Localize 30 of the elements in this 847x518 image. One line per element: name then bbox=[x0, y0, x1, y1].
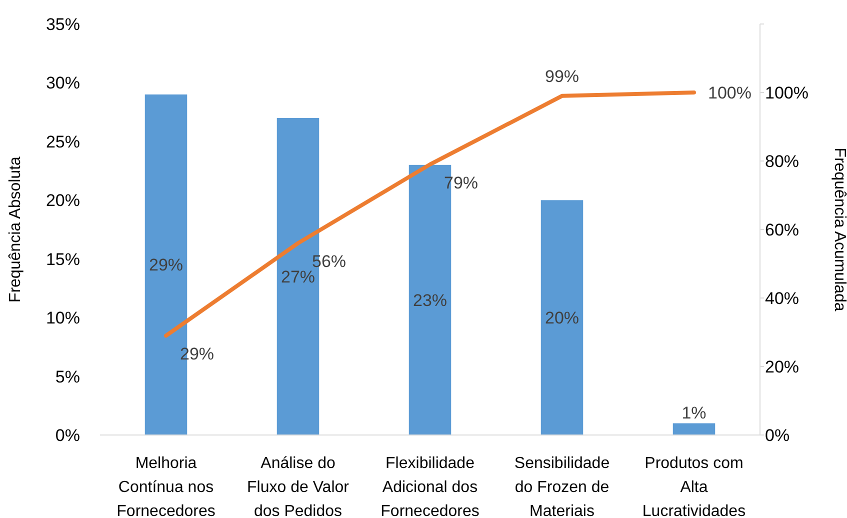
y2-tick-label: 20% bbox=[765, 358, 800, 376]
data-label: 99% bbox=[544, 66, 580, 86]
data-label: 23% bbox=[412, 290, 448, 310]
y-tick-label: 10% bbox=[46, 308, 80, 328]
y-tick-label: 30% bbox=[46, 74, 80, 93]
x-tick-label: Flexibilidade Adicional dos Fornecedores bbox=[380, 455, 480, 518]
y2-tick-label: 40% bbox=[765, 289, 800, 308]
y2-tick-label: 100% bbox=[765, 84, 808, 102]
y2-axis-title: Frequência Acumulada bbox=[831, 148, 847, 312]
y-tick-label: 5% bbox=[55, 367, 80, 386]
y2-tick-label: 80% bbox=[765, 152, 800, 171]
x-tick-label: Sensibilidade do Frozen de Materiais bbox=[514, 455, 610, 518]
data-label: 29% bbox=[148, 256, 184, 275]
x-tick-label: Análise do Fluxo de Valor dos Pedidos bbox=[247, 455, 350, 518]
y2-tick-label: 0% bbox=[765, 426, 790, 445]
data-label: 27% bbox=[280, 267, 316, 286]
bar bbox=[540, 200, 584, 435]
y-tick-label: 35% bbox=[46, 15, 80, 34]
y-tick-label: 0% bbox=[55, 426, 80, 445]
y-tick-label: 25% bbox=[46, 132, 80, 152]
data-label: 100% bbox=[708, 84, 752, 102]
y2-tick-label: 60% bbox=[765, 220, 800, 240]
data-label: 1% bbox=[682, 403, 706, 422]
x-tick-label: Melhoria Contínua nos Fornecedores bbox=[116, 455, 216, 518]
y-tick-label: 20% bbox=[46, 191, 80, 210]
y-axis-title: Frequência Absoluta bbox=[7, 156, 24, 302]
x-tick-label: Produtos com Alta Lucratividades bbox=[642, 455, 746, 518]
data-label: 20% bbox=[544, 308, 580, 328]
bar bbox=[672, 423, 716, 435]
y-tick-label: 15% bbox=[46, 250, 80, 269]
